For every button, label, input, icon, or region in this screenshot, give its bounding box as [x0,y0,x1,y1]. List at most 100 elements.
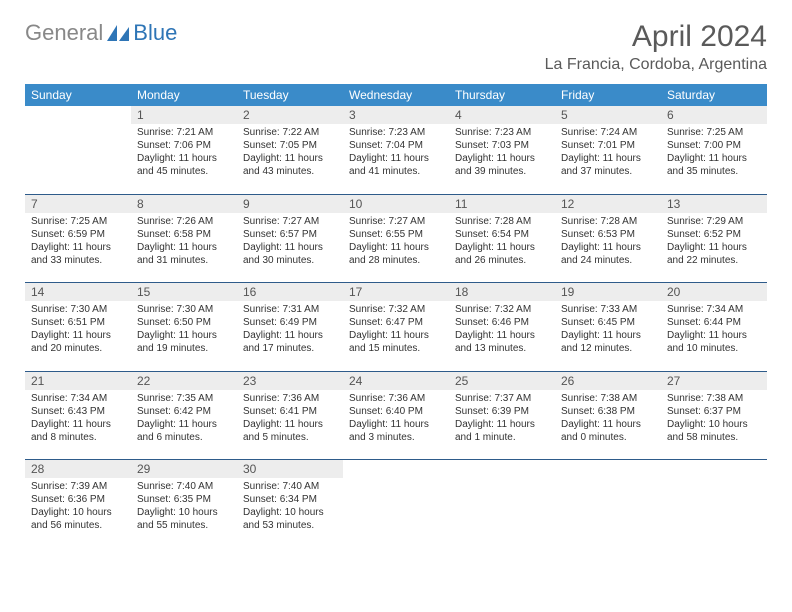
sunset-line: Sunset: 7:04 PM [349,139,443,152]
day-number: 16 [237,283,343,301]
daylight-line: Daylight: 11 hours and 5 minutes. [243,418,337,444]
day-cell: 4Sunrise: 7:23 AMSunset: 7:03 PMDaylight… [449,106,555,194]
day-number: 4 [449,106,555,124]
daylight-line: Daylight: 11 hours and 1 minute. [455,418,549,444]
daylight-line: Daylight: 11 hours and 41 minutes. [349,152,443,178]
sunset-line: Sunset: 6:41 PM [243,405,337,418]
sunset-line: Sunset: 7:05 PM [243,139,337,152]
sunset-line: Sunset: 6:51 PM [31,316,125,329]
sunrise-line: Sunrise: 7:36 AM [243,392,337,405]
daylight-line: Daylight: 10 hours and 55 minutes. [137,506,231,532]
sunrise-line: Sunrise: 7:38 AM [667,392,761,405]
week-row: 1Sunrise: 7:21 AMSunset: 7:06 PMDaylight… [25,106,767,194]
day-header: Saturday [661,84,767,106]
sunset-line: Sunset: 6:43 PM [31,405,125,418]
sunset-line: Sunset: 6:59 PM [31,228,125,241]
day-header: Tuesday [237,84,343,106]
day-body: Sunrise: 7:30 AMSunset: 6:50 PMDaylight:… [131,301,237,359]
day-number: 22 [131,372,237,390]
logo: General Blue [25,20,177,46]
sunrise-line: Sunrise: 7:33 AM [561,303,655,316]
day-number: 1 [131,106,237,124]
day-cell: 24Sunrise: 7:36 AMSunset: 6:40 PMDayligh… [343,372,449,460]
day-body: Sunrise: 7:26 AMSunset: 6:58 PMDaylight:… [131,213,237,271]
sunrise-line: Sunrise: 7:25 AM [667,126,761,139]
sunset-line: Sunset: 6:38 PM [561,405,655,418]
day-number: 13 [661,195,767,213]
sunset-line: Sunset: 6:50 PM [137,316,231,329]
day-number: 28 [25,460,131,478]
day-body: Sunrise: 7:23 AMSunset: 7:03 PMDaylight:… [449,124,555,182]
sunset-line: Sunset: 6:44 PM [667,316,761,329]
sunrise-line: Sunrise: 7:38 AM [561,392,655,405]
daylight-line: Daylight: 11 hours and 39 minutes. [455,152,549,178]
daylight-line: Daylight: 10 hours and 53 minutes. [243,506,337,532]
day-body: Sunrise: 7:25 AMSunset: 6:59 PMDaylight:… [25,213,131,271]
sunset-line: Sunset: 6:46 PM [455,316,549,329]
day-body: Sunrise: 7:35 AMSunset: 6:42 PMDaylight:… [131,390,237,448]
logo-text-blue: Blue [133,20,177,46]
day-body: Sunrise: 7:28 AMSunset: 6:53 PMDaylight:… [555,213,661,271]
day-body: Sunrise: 7:27 AMSunset: 6:57 PMDaylight:… [237,213,343,271]
day-number: 18 [449,283,555,301]
sunrise-line: Sunrise: 7:34 AM [667,303,761,316]
day-cell: 11Sunrise: 7:28 AMSunset: 6:54 PMDayligh… [449,195,555,283]
day-header: Wednesday [343,84,449,106]
day-number: 15 [131,283,237,301]
logo-text-general: General [25,20,103,46]
sunset-line: Sunset: 7:03 PM [455,139,549,152]
day-cell [343,460,449,548]
day-cell [449,460,555,548]
day-body: Sunrise: 7:22 AMSunset: 7:05 PMDaylight:… [237,124,343,182]
day-body: Sunrise: 7:24 AMSunset: 7:01 PMDaylight:… [555,124,661,182]
day-number: 24 [343,372,449,390]
day-cell: 13Sunrise: 7:29 AMSunset: 6:52 PMDayligh… [661,195,767,283]
sunset-line: Sunset: 6:37 PM [667,405,761,418]
day-number: 26 [555,372,661,390]
week-row: 21Sunrise: 7:34 AMSunset: 6:43 PMDayligh… [25,372,767,460]
sunset-line: Sunset: 6:54 PM [455,228,549,241]
daylight-line: Daylight: 10 hours and 56 minutes. [31,506,125,532]
sunrise-line: Sunrise: 7:22 AM [243,126,337,139]
daylight-line: Daylight: 10 hours and 58 minutes. [667,418,761,444]
day-cell [555,460,661,548]
sunrise-line: Sunrise: 7:31 AM [243,303,337,316]
sunrise-line: Sunrise: 7:30 AM [31,303,125,316]
sunset-line: Sunset: 6:34 PM [243,493,337,506]
day-body: Sunrise: 7:34 AMSunset: 6:43 PMDaylight:… [25,390,131,448]
day-body: Sunrise: 7:31 AMSunset: 6:49 PMDaylight:… [237,301,343,359]
day-cell: 21Sunrise: 7:34 AMSunset: 6:43 PMDayligh… [25,372,131,460]
day-body: Sunrise: 7:37 AMSunset: 6:39 PMDaylight:… [449,390,555,448]
day-cell: 30Sunrise: 7:40 AMSunset: 6:34 PMDayligh… [237,460,343,548]
day-cell: 19Sunrise: 7:33 AMSunset: 6:45 PMDayligh… [555,283,661,371]
day-number: 23 [237,372,343,390]
sunrise-line: Sunrise: 7:28 AM [561,215,655,228]
sunset-line: Sunset: 6:49 PM [243,316,337,329]
day-body: Sunrise: 7:23 AMSunset: 7:04 PMDaylight:… [343,124,449,182]
daylight-line: Daylight: 11 hours and 3 minutes. [349,418,443,444]
day-number: 25 [449,372,555,390]
day-number: 30 [237,460,343,478]
day-cell: 1Sunrise: 7:21 AMSunset: 7:06 PMDaylight… [131,106,237,194]
day-number: 12 [555,195,661,213]
sunrise-line: Sunrise: 7:27 AM [243,215,337,228]
daylight-line: Daylight: 11 hours and 30 minutes. [243,241,337,267]
daylight-line: Daylight: 11 hours and 12 minutes. [561,329,655,355]
day-number: 8 [131,195,237,213]
day-cell: 27Sunrise: 7:38 AMSunset: 6:37 PMDayligh… [661,372,767,460]
sunset-line: Sunset: 6:57 PM [243,228,337,241]
daylight-line: Daylight: 11 hours and 13 minutes. [455,329,549,355]
sunrise-line: Sunrise: 7:40 AM [137,480,231,493]
sunrise-line: Sunrise: 7:36 AM [349,392,443,405]
sunset-line: Sunset: 6:35 PM [137,493,231,506]
sunrise-line: Sunrise: 7:30 AM [137,303,231,316]
sunset-line: Sunset: 6:52 PM [667,228,761,241]
header: General Blue April 2024 La Francia, Cord… [25,20,767,74]
day-cell: 5Sunrise: 7:24 AMSunset: 7:01 PMDaylight… [555,106,661,194]
day-cell: 10Sunrise: 7:27 AMSunset: 6:55 PMDayligh… [343,195,449,283]
day-number: 7 [25,195,131,213]
sunrise-line: Sunrise: 7:21 AM [137,126,231,139]
daylight-line: Daylight: 11 hours and 17 minutes. [243,329,337,355]
day-body: Sunrise: 7:27 AMSunset: 6:55 PMDaylight:… [343,213,449,271]
week-row: 28Sunrise: 7:39 AMSunset: 6:36 PMDayligh… [25,460,767,548]
